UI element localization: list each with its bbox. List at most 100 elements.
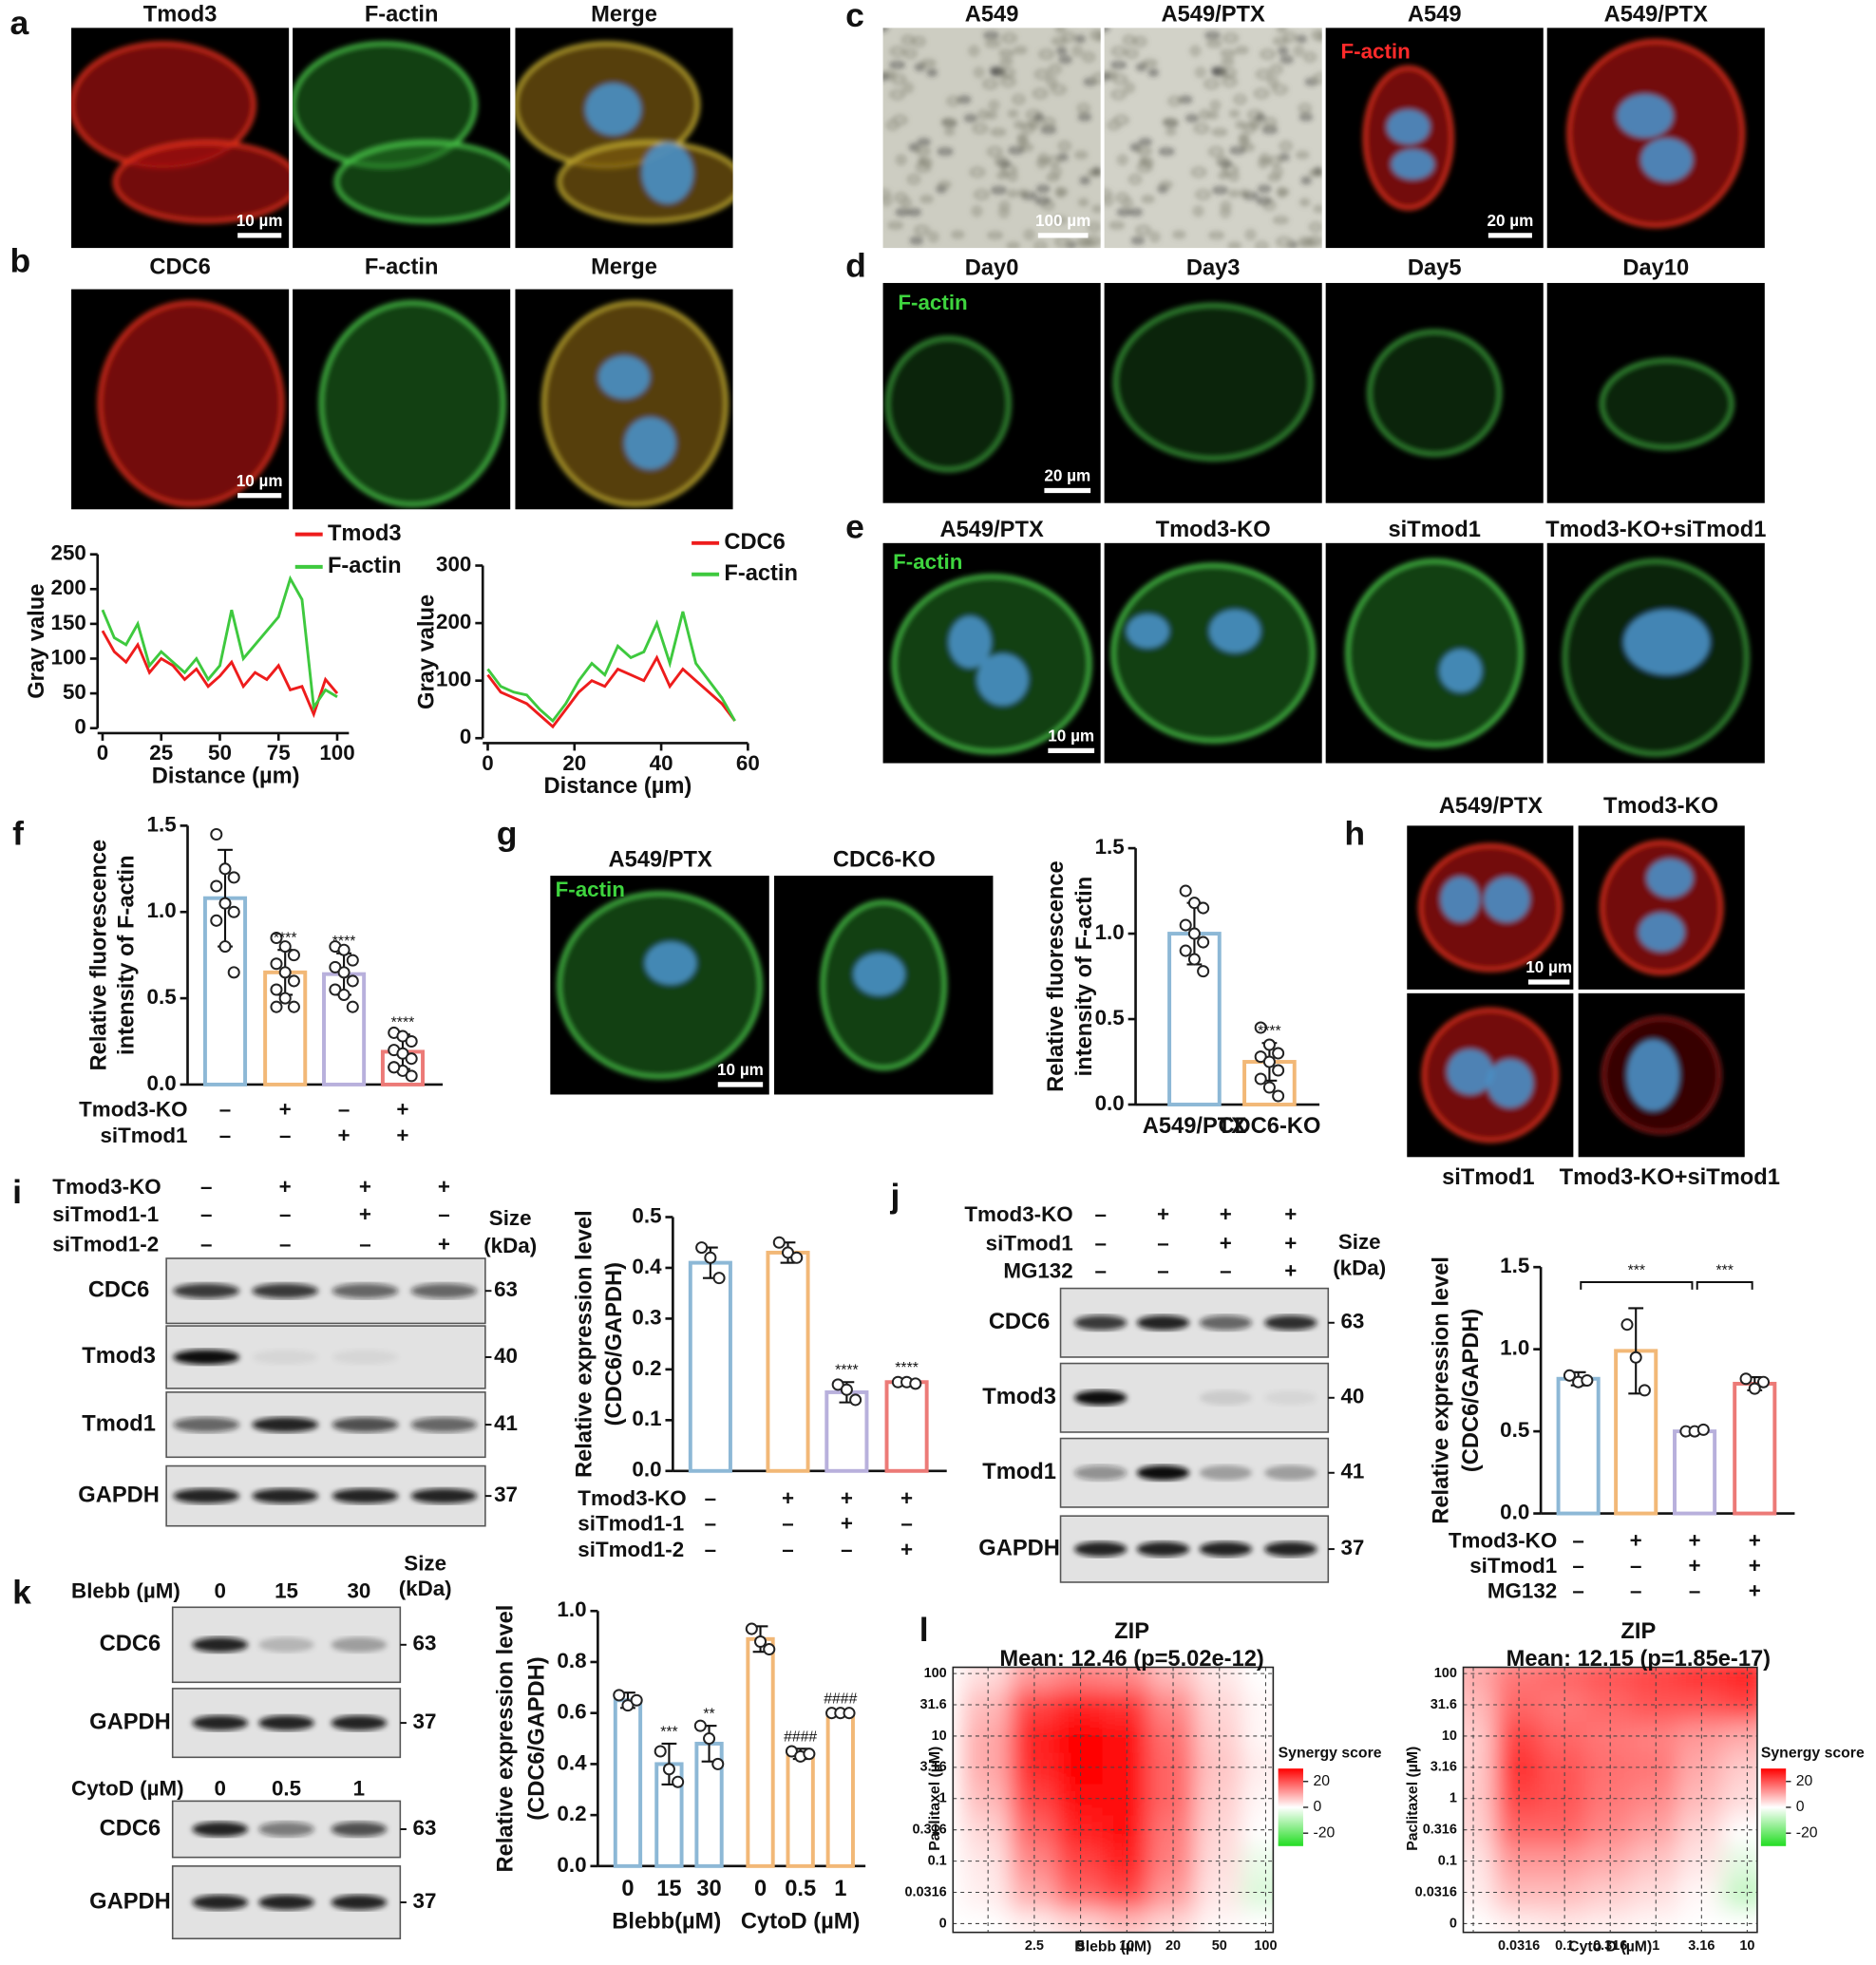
data-point [1179, 944, 1192, 957]
comparison-bracket [1580, 1280, 1694, 1290]
blot-bands [192, 1636, 388, 1653]
cell [1000, 67, 1015, 78]
band [332, 1283, 399, 1299]
cell [947, 96, 959, 106]
column-header: A549 [1408, 2, 1462, 27]
legend-label: F-actin [724, 561, 798, 586]
kda-label: 37 [494, 1483, 518, 1506]
colorbar-label: -20 [1796, 1824, 1818, 1841]
plot-frame [1462, 1666, 1758, 1934]
y-tick-label: 1 [939, 1791, 947, 1806]
chart-subtitle: Mean: 12.15 (p=1.85e-17) [1506, 1647, 1771, 1672]
x-tick-label: 75 [267, 741, 291, 765]
kda-label: 40 [494, 1344, 518, 1368]
data-point [1262, 1081, 1276, 1094]
cell [1013, 94, 1025, 104]
cell [1273, 217, 1288, 224]
cell [1109, 221, 1125, 229]
x-tick-label: 0 [621, 1877, 634, 1901]
cell [1229, 190, 1239, 198]
band [332, 1350, 399, 1365]
micrograph-blur [1367, 329, 1502, 457]
significance: **** [274, 931, 297, 947]
micrograph-blur [1601, 1015, 1722, 1135]
cell [1236, 121, 1245, 128]
cell [1297, 35, 1306, 43]
data-point [218, 862, 232, 876]
cell [1017, 137, 1028, 146]
y-tick-label: 0.2 [632, 1356, 661, 1380]
cell [908, 208, 920, 216]
cell [1277, 236, 1292, 247]
data-point [1197, 965, 1210, 978]
nucleus [1638, 912, 1685, 953]
band [1074, 1389, 1127, 1406]
cell [1163, 118, 1178, 125]
cell [1027, 121, 1039, 128]
y-axis-label: Relative expression level [572, 1210, 597, 1478]
cell [1248, 121, 1260, 128]
dose-label: 1 [353, 1776, 365, 1800]
band [192, 1895, 249, 1910]
data-point [1197, 901, 1210, 915]
blot-sign: + [1284, 1202, 1297, 1226]
blot-sign: – [359, 1233, 370, 1256]
cell [1104, 196, 1113, 206]
cell [1057, 188, 1068, 196]
x-tick-label: 50 [208, 741, 232, 765]
blot-row-label: GAPDH [89, 1710, 171, 1734]
kda-label: 37 [1340, 1536, 1364, 1559]
data-point [346, 974, 359, 988]
x-tick-label: 10 [1739, 1938, 1754, 1954]
scale-label: 10 µm [237, 472, 283, 490]
cell [1279, 141, 1292, 151]
heat-cell [1540, 1667, 1589, 1691]
band [1136, 1541, 1190, 1557]
x-tick-label: 50 [1212, 1938, 1227, 1954]
band [258, 1822, 314, 1837]
cell [1239, 137, 1249, 146]
cell [903, 83, 913, 93]
cell [1219, 172, 1228, 179]
condition-sign: – [1572, 1554, 1583, 1578]
band [252, 1488, 319, 1504]
cell [1090, 30, 1101, 40]
panel-label: e [845, 508, 864, 546]
data-point [1254, 1021, 1267, 1034]
blot-row-label: CDC6 [989, 1310, 1051, 1334]
legend-label: CDC6 [724, 530, 786, 555]
cell [907, 175, 920, 184]
data-point [1620, 1318, 1634, 1332]
kda-label: 37 [413, 1889, 437, 1913]
cell [915, 64, 925, 71]
micrograph-content [1110, 563, 1316, 744]
blot-bands [1074, 1389, 1317, 1406]
cell [1048, 156, 1060, 166]
y-tick-label: 1.0 [1500, 1336, 1529, 1360]
cell [1200, 109, 1209, 120]
y-axis-label: (CDC6/GAPDH) [602, 1262, 627, 1426]
cell [1273, 37, 1288, 45]
blot-sign: + [1157, 1202, 1169, 1226]
cell [1055, 187, 1066, 198]
condition-sign: – [782, 1538, 793, 1561]
cell [1221, 201, 1231, 211]
y-axis-label: Relative fluorescence [87, 840, 112, 1071]
cell [112, 140, 290, 224]
blot-sign: – [1094, 1258, 1106, 1282]
data-point [704, 1251, 717, 1264]
cell [1239, 133, 1249, 143]
data-point [329, 983, 342, 996]
cell [1052, 37, 1067, 45]
cell [974, 67, 984, 77]
band [1264, 1389, 1317, 1406]
condition-sign: – [1572, 1578, 1583, 1602]
y-axis-label: (CDC6/GAPDH) [1459, 1309, 1484, 1472]
cell [1077, 104, 1090, 113]
column-header: A549/PTX [1604, 2, 1708, 27]
cell [987, 146, 1002, 157]
micrograph-blur [97, 300, 285, 507]
column-header: Day10 [1622, 256, 1689, 281]
y-tick-label: 0.0 [1500, 1500, 1529, 1523]
cell [1277, 28, 1287, 33]
